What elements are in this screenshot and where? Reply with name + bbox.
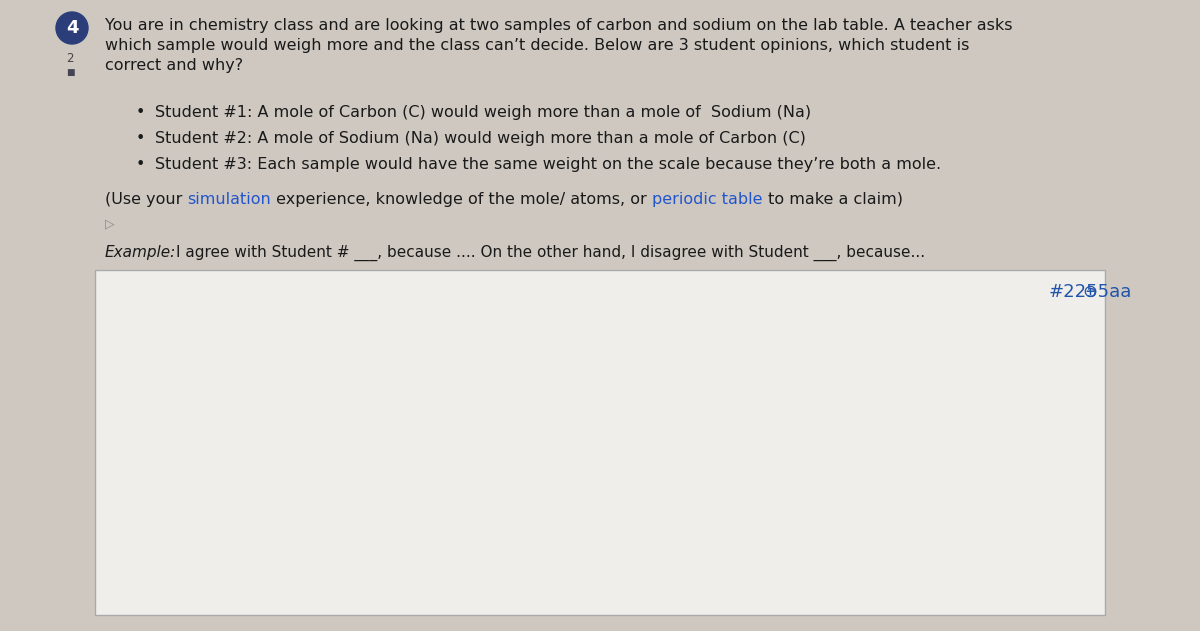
Text: correct and why?: correct and why? [106, 58, 244, 73]
Text: •: • [136, 157, 145, 172]
Text: to make a claim): to make a claim) [763, 192, 902, 207]
Text: 2: 2 [66, 52, 73, 64]
Text: ▷: ▷ [106, 217, 115, 230]
Text: ■: ■ [66, 68, 74, 76]
Text: 4: 4 [66, 19, 78, 37]
Text: Student #2: A mole of Sodium (Na) would weigh more than a mole of Carbon (C): Student #2: A mole of Sodium (Na) would … [155, 131, 806, 146]
Text: Example:: Example: [106, 245, 176, 260]
Text: #2255aa: #2255aa [1049, 283, 1132, 301]
Text: which sample would weigh more and the class can’t decide. Below are 3 student op: which sample would weigh more and the cl… [106, 38, 970, 53]
Circle shape [56, 12, 88, 44]
Text: I agree with Student # ___, because .... On the other hand, I disagree with Stud: I agree with Student # ___, because ....… [176, 245, 925, 261]
Text: experience, knowledge of the mole/ atoms, or: experience, knowledge of the mole/ atoms… [271, 192, 652, 207]
Text: ⊕: ⊕ [1082, 283, 1098, 301]
Text: (Use your: (Use your [106, 192, 187, 207]
Text: You are in chemistry class and are looking at two samples of carbon and sodium o: You are in chemistry class and are looki… [106, 18, 1013, 33]
Text: Student #3: Each sample would have the same weight on the scale because they’re : Student #3: Each sample would have the s… [155, 157, 941, 172]
Text: Student #1: A mole of Carbon (C) would weigh more than a mole of  Sodium (Na): Student #1: A mole of Carbon (C) would w… [155, 105, 811, 120]
FancyBboxPatch shape [95, 270, 1105, 615]
Text: •: • [136, 131, 145, 146]
Text: periodic table: periodic table [652, 192, 763, 207]
Text: •: • [136, 105, 145, 120]
Text: simulation: simulation [187, 192, 271, 207]
